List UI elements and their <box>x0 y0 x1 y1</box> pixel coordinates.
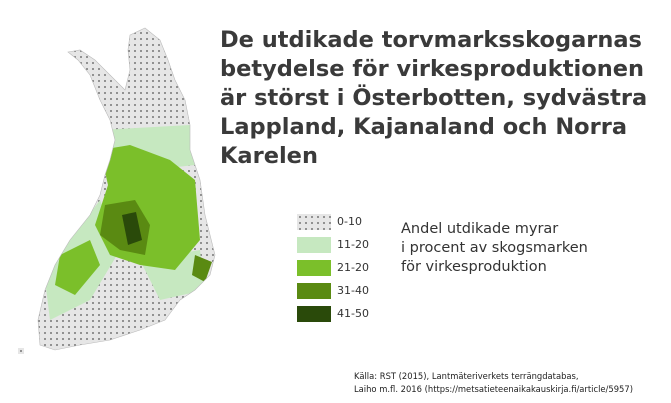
aland-islands <box>18 348 24 354</box>
legend-label: 31-40 <box>337 284 369 297</box>
caption-line: Andel utdikade myrar <box>401 221 559 237</box>
legend-label: 11-20 <box>337 238 369 251</box>
region-41-50 <box>122 212 142 245</box>
legend-label: 21-20 <box>337 261 369 274</box>
legend-item: 11-20 <box>297 233 369 256</box>
legend-label: 41-50 <box>337 307 369 320</box>
legend-item: 0-10 <box>297 210 369 233</box>
caption-line: i procent av skogsmarken <box>401 240 588 256</box>
source-note: Källa: RST (2015), Lantmäteriverkets ter… <box>354 370 633 396</box>
legend-swatch <box>297 282 331 299</box>
source-line: Laiho m.fl. 2016 (https://metsatieteenai… <box>354 384 633 394</box>
legend-swatch <box>297 305 331 322</box>
legend: 0-10 11-20 21-20 31-40 41-50 <box>297 210 369 325</box>
legend-swatch <box>297 236 331 253</box>
legend-item: 21-20 <box>297 256 369 279</box>
legend-item: 41-50 <box>297 302 369 325</box>
legend-caption: Andel utdikade myrar i procent av skogsm… <box>401 220 588 277</box>
region-21-30 <box>55 240 100 295</box>
map-title: De utdikade torvmarksskogarnas betydelse… <box>220 27 648 169</box>
legend-swatch <box>297 213 331 230</box>
region-31-40 <box>192 255 212 282</box>
legend-label: 0-10 <box>337 215 362 228</box>
caption-line: för virkesproduktion <box>401 259 547 275</box>
legend-item: 31-40 <box>297 279 369 302</box>
source-line: Källa: RST (2015), Lantmäteriverkets ter… <box>354 371 579 381</box>
legend-swatch <box>297 259 331 276</box>
